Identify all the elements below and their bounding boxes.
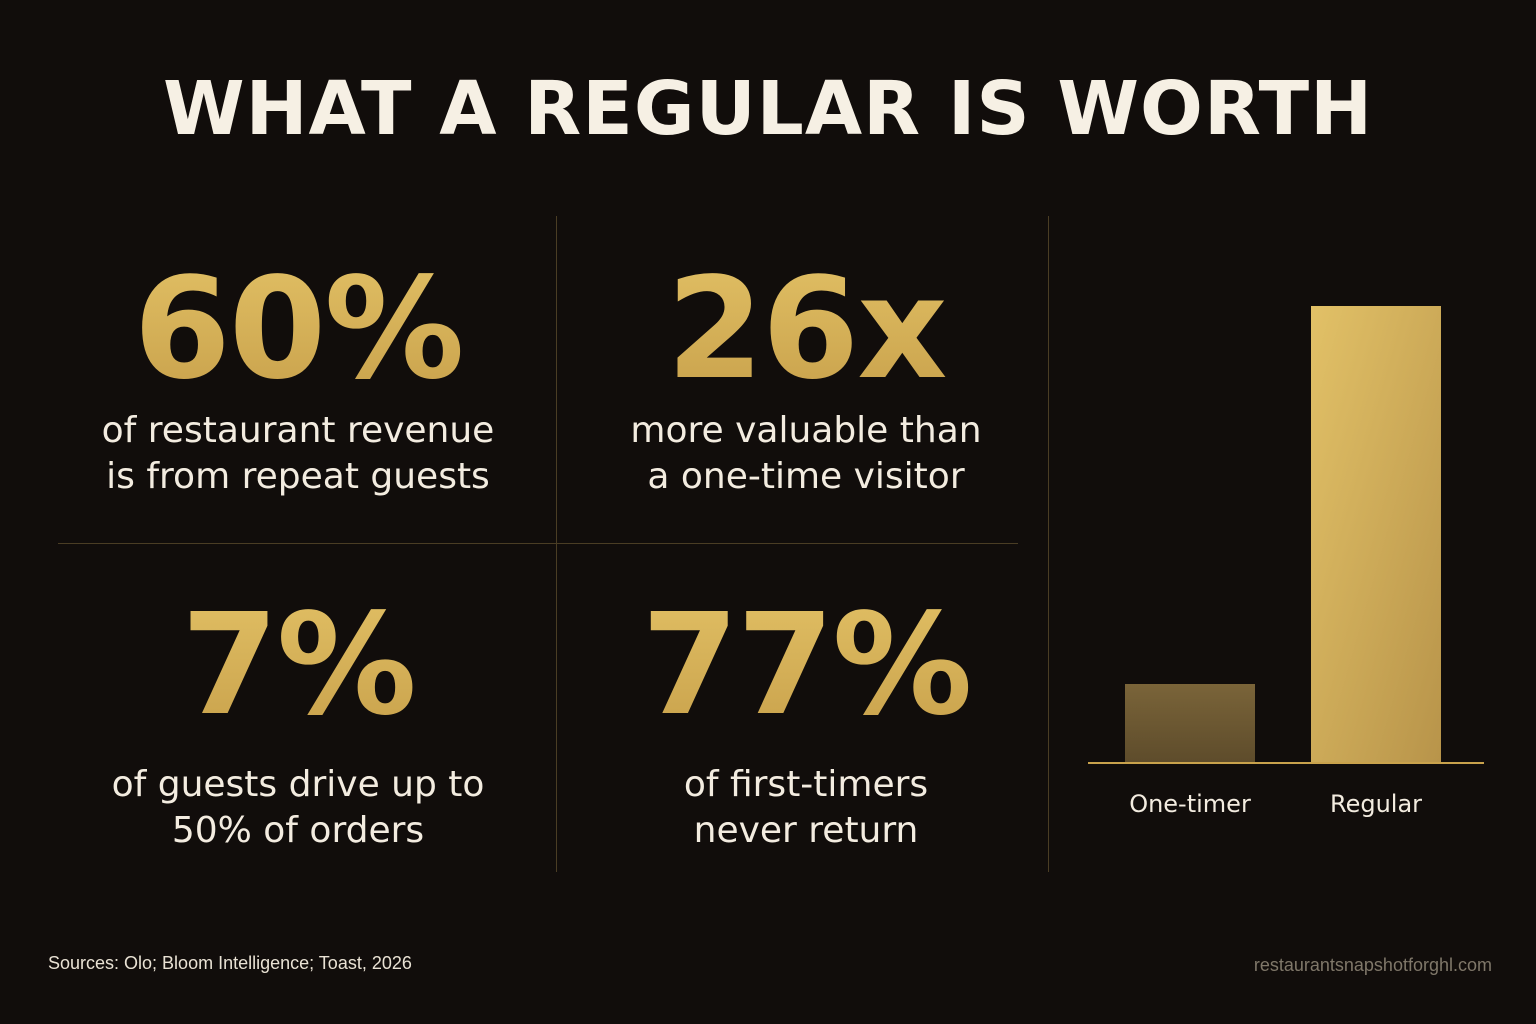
stat-caption: of guests drive up to 50% of orders — [58, 762, 538, 854]
stat-repeat-revenue: 60% of restaurant revenue is from repeat… — [58, 260, 538, 500]
footer-url[interactable]: restaurantsnapshotforghl.com — [1253, 955, 1492, 975]
stat-caption-line: is from repeat guests — [106, 456, 490, 497]
page-title: WHAT A REGULAR IS WORTH — [162, 66, 1374, 152]
stat-caption: more valuable than a one-time visitor — [566, 408, 1046, 500]
stat-value: 7% — [58, 596, 538, 736]
footer-sources: Sources: Olo; Bloom Intelligence; Toast,… — [48, 953, 412, 973]
stat-value: 26x — [566, 260, 1046, 400]
stat-caption-line: of guests drive up to — [111, 764, 485, 805]
stat-caption-line: 50% of orders — [171, 810, 425, 851]
stat-caption: of restaurant revenue is from repeat gue… — [58, 408, 538, 500]
bar-regular — [1311, 306, 1441, 762]
category-label: One-timer — [1129, 790, 1251, 818]
stat-caption-line: of restaurant revenue — [101, 410, 495, 451]
stat-regular-value-multiplier: 26x more valuable than a one-time visito… — [566, 260, 1046, 500]
divider-vertical-right — [1048, 216, 1049, 872]
category-label: Regular — [1330, 790, 1422, 818]
stat-value: 60% — [58, 260, 538, 400]
bar-chart-svg: One-timer Regular — [1088, 306, 1484, 818]
stat-caption-line: a one-time visitor — [647, 456, 965, 497]
stat-first-timer-churn: 77% of first-timers never return — [566, 596, 1046, 854]
value-comparison-chart: One-timer Regular — [1088, 280, 1488, 840]
bar-one-timer — [1125, 684, 1255, 762]
divider-horizontal — [58, 543, 1018, 544]
stat-caption-line: of first-timers — [683, 764, 929, 805]
stat-value: 77% — [566, 596, 1046, 736]
stat-guest-order-share: 7% of guests drive up to 50% of orders — [58, 596, 538, 854]
divider-vertical-center — [556, 216, 557, 872]
stat-caption-line: never return — [693, 810, 919, 851]
stat-caption: of first-timers never return — [566, 762, 1046, 854]
stat-caption-line: more valuable than — [630, 410, 982, 451]
